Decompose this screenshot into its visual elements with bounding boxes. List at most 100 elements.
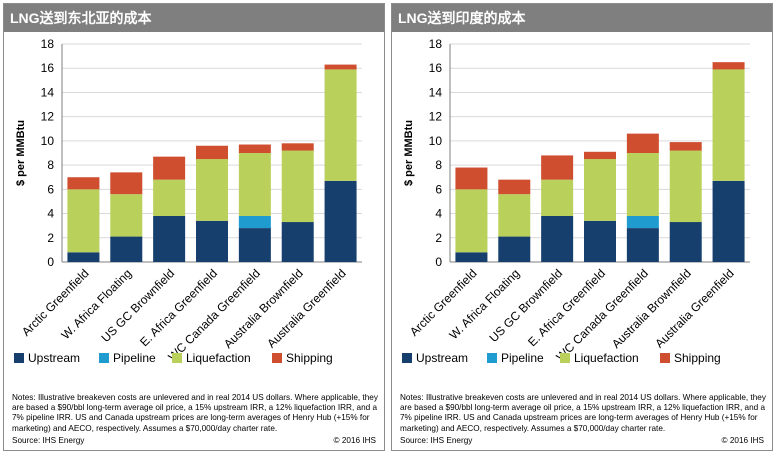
bar-segment-shipping	[238, 144, 271, 153]
y-tick-label: 12	[429, 110, 443, 124]
x-tick-label: E. Africa Greenfield	[137, 266, 220, 349]
bar-segment-shipping	[584, 151, 616, 160]
panel-title: LNG送到东北亚的成本	[4, 4, 384, 32]
legend-label-upstream: Upstream	[28, 351, 80, 365]
bar-segment-shipping	[324, 64, 357, 70]
legend-label-liquefaction: Liquefaction	[574, 351, 639, 365]
bar-segment-upstream	[584, 220, 616, 262]
panel-title: LNG送到印度的成本	[392, 4, 772, 32]
bar-segment-liquefaction	[238, 153, 271, 216]
y-tick-label: 4	[47, 207, 54, 221]
y-tick-label: 2	[47, 231, 54, 245]
y-tick-label: 12	[41, 110, 55, 124]
bar-segment-upstream	[669, 222, 702, 262]
bar-segment-shipping	[455, 167, 488, 190]
y-tick-label: 10	[429, 134, 443, 148]
legend-swatch-pipeline	[487, 353, 497, 363]
x-tick-label: US GC Brownfield	[99, 266, 178, 345]
legend-swatch-shipping	[272, 353, 282, 363]
y-tick-label: 6	[47, 182, 54, 196]
y-tick-label: 6	[435, 182, 442, 196]
source-text: Source: IHS Energy	[12, 436, 85, 445]
legend-swatch-shipping	[660, 353, 670, 363]
bar-segment-upstream	[153, 215, 186, 262]
y-axis-label: $ per MMBtu	[403, 120, 415, 186]
x-tick-label: E. Africa Greenfield	[525, 266, 608, 349]
y-tick-label: 18	[429, 37, 443, 51]
legend-swatch-upstream	[14, 353, 24, 363]
bar-segment-liquefaction	[281, 150, 314, 223]
y-tick-label: 8	[435, 158, 442, 172]
bar-segment-upstream	[67, 252, 100, 262]
y-tick-label: 16	[429, 61, 443, 75]
bar-segment-liquefaction	[67, 189, 100, 253]
legend-swatch-upstream	[402, 353, 412, 363]
bar-segment-upstream	[324, 180, 357, 262]
chart-notes: Notes: Illustrative breakeven costs are …	[12, 393, 378, 433]
bar-segment-upstream	[281, 222, 314, 262]
bar-segment-upstream	[498, 236, 531, 262]
x-tick-label: US GC Brownfield	[487, 266, 566, 345]
legend-swatch-liquefaction	[172, 353, 182, 363]
legend-label-pipeline: Pipeline	[501, 351, 544, 365]
legend-label-pipeline: Pipeline	[113, 351, 156, 365]
y-axis-label: $ per MMBtu	[15, 120, 27, 186]
bar-segment-liquefaction	[626, 153, 659, 216]
y-tick-label: 18	[41, 37, 55, 51]
legend-label-upstream: Upstream	[416, 351, 468, 365]
bar-segment-upstream	[196, 220, 228, 262]
bar-segment-shipping	[541, 155, 574, 180]
legend-swatch-pipeline	[99, 353, 109, 363]
x-tick-label: Australia Greenfield	[264, 266, 348, 350]
bar-segment-liquefaction	[498, 194, 531, 237]
y-tick-label: 0	[435, 255, 442, 269]
legend-label-shipping: Shipping	[286, 351, 333, 365]
bar-segment-shipping	[196, 145, 228, 160]
y-tick-label: 4	[435, 207, 442, 221]
bar-segment-liquefaction	[541, 179, 574, 216]
bar-segment-upstream	[455, 252, 488, 262]
copyright-text: © 2016 IHS	[333, 436, 376, 445]
bar-segment-shipping	[626, 133, 659, 153]
bar-segment-upstream	[110, 236, 143, 262]
chart-notes: Notes: Illustrative breakeven costs are …	[400, 393, 766, 433]
bar-segment-shipping	[669, 142, 702, 151]
bar-segment-shipping	[281, 143, 314, 151]
x-tick-label: Australia Brownfield	[221, 266, 306, 351]
legend-swatch-liquefaction	[560, 353, 570, 363]
bar-segment-upstream	[541, 215, 574, 262]
bar-segment-upstream	[238, 228, 271, 262]
bar-segment-shipping	[498, 179, 531, 195]
copyright-text: © 2016 IHS	[721, 436, 764, 445]
bar-segment-shipping	[712, 62, 745, 70]
y-tick-label: 10	[41, 134, 55, 148]
bar-segment-upstream	[712, 180, 745, 262]
bar-segment-liquefaction	[324, 69, 357, 181]
bar-segment-liquefaction	[455, 189, 488, 253]
x-tick-label: Australia Greenfield	[652, 266, 736, 350]
bar-segment-shipping	[110, 172, 143, 195]
bar-segment-pipeline	[626, 215, 659, 229]
y-tick-label: 14	[429, 85, 443, 99]
bar-segment-liquefaction	[669, 150, 702, 223]
bar-segment-liquefaction	[196, 159, 228, 221]
bar-segment-liquefaction	[110, 194, 143, 237]
y-tick-label: 0	[47, 255, 54, 269]
y-tick-label: 8	[47, 158, 54, 172]
bar-segment-upstream	[626, 228, 659, 262]
bar-segment-liquefaction	[153, 179, 186, 216]
bar-segment-pipeline	[238, 215, 271, 229]
source-text: Source: IHS Energy	[400, 436, 473, 445]
legend-label-shipping: Shipping	[674, 351, 721, 365]
y-tick-label: 16	[41, 61, 55, 75]
panel-northeast-asia: LNG送到东北亚的成本 0 2 4 6 8 10 12 14 16 18 $ per MMBtu Ar…	[3, 3, 385, 451]
x-tick-label: Australia Brownfield	[609, 266, 694, 351]
y-tick-label: 14	[41, 85, 55, 99]
bar-segment-shipping	[153, 156, 186, 180]
bar-segment-shipping	[67, 177, 100, 190]
bar-segment-liquefaction	[712, 69, 745, 181]
panel-india: LNG送到印度的成本 0 2 4 6 8 10 12 14 16 18 $ per MMBtu Arc…	[391, 3, 773, 451]
legend-label-liquefaction: Liquefaction	[186, 351, 251, 365]
